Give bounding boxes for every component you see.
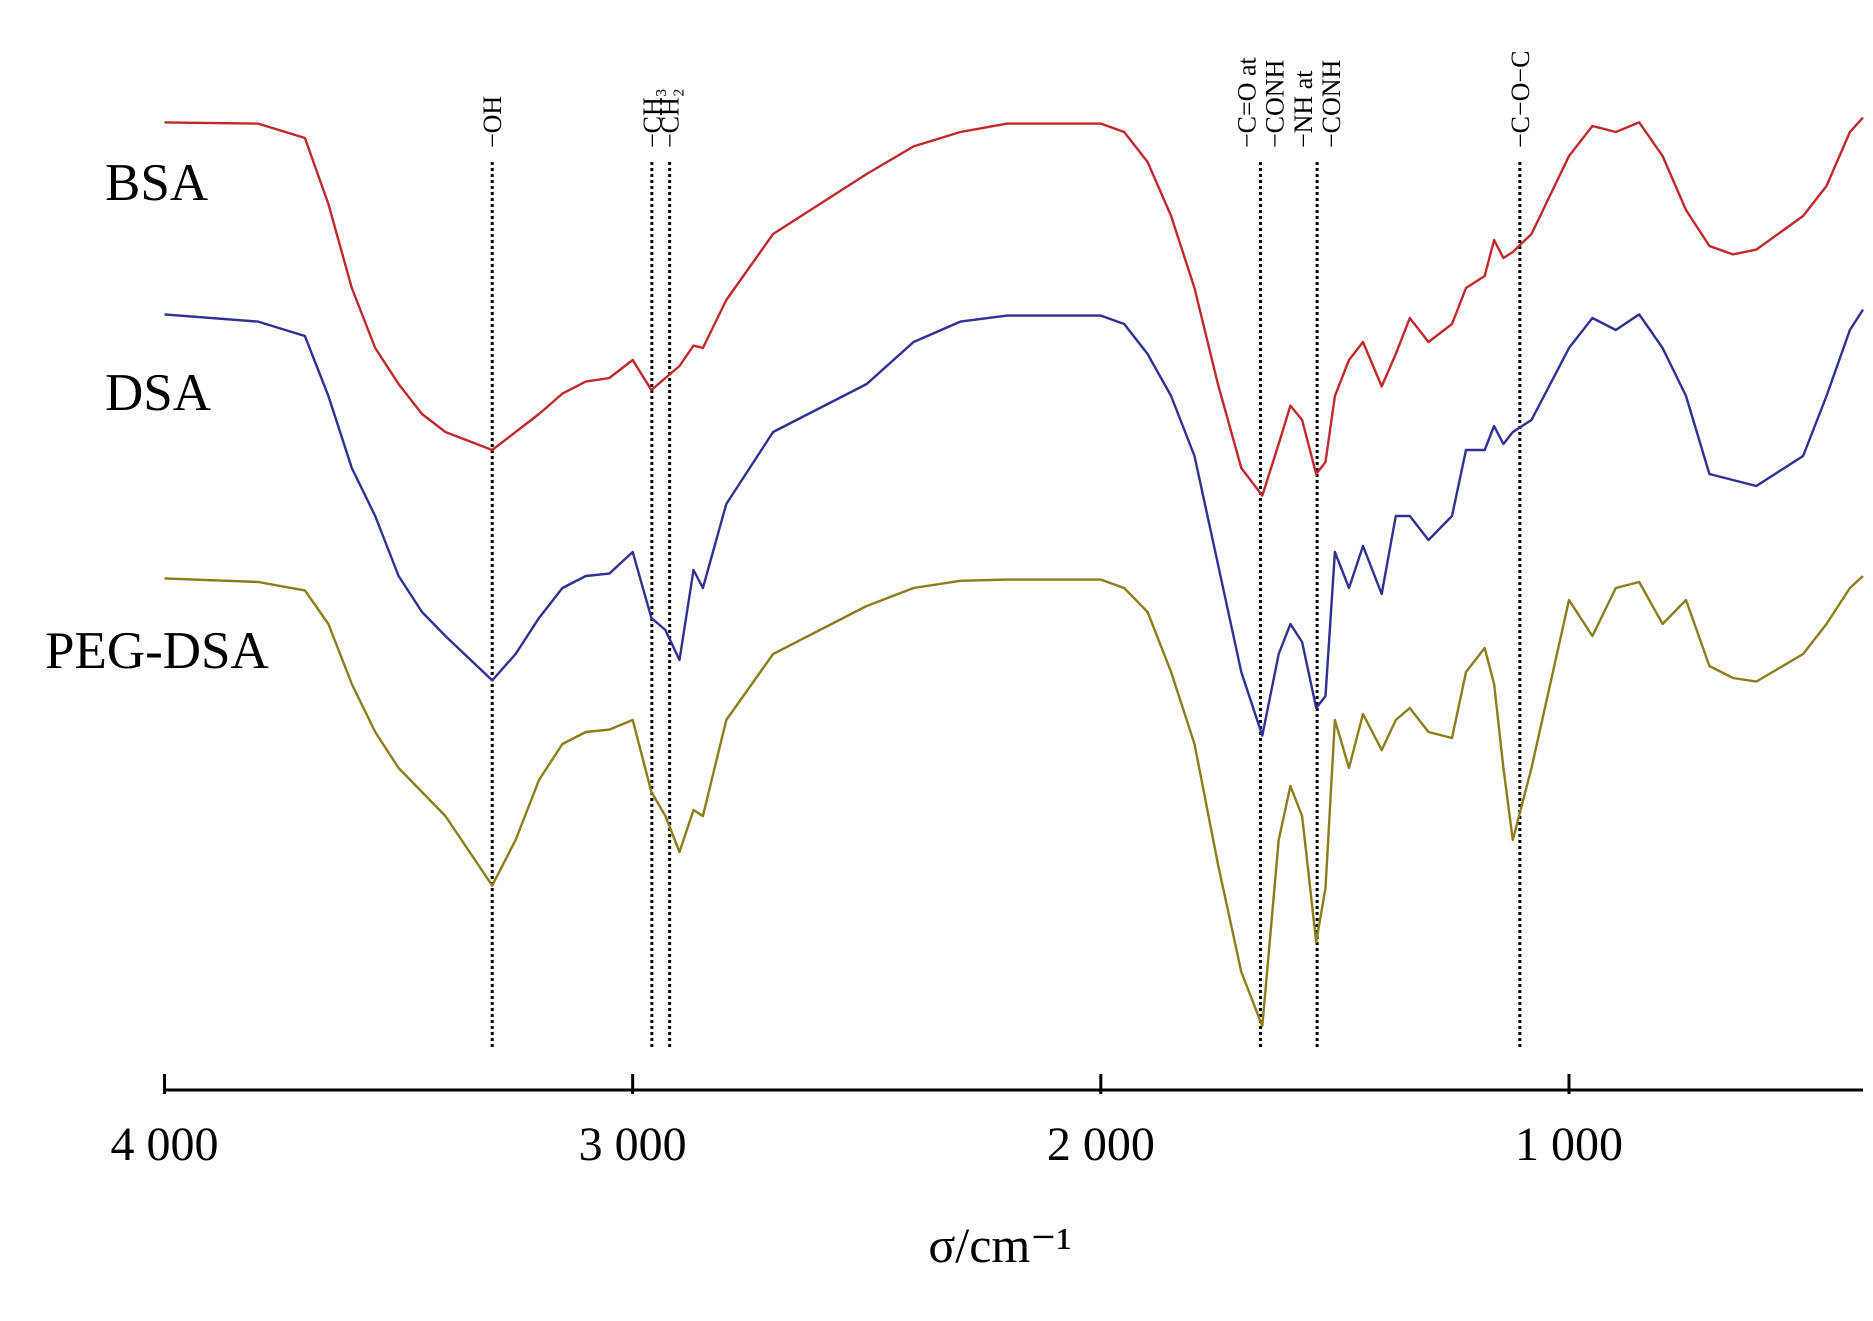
annotation-label: −NH at bbox=[1289, 70, 1318, 148]
x-axis-label: σ/cm⁻¹ bbox=[928, 1217, 1071, 1273]
annotation-label: −CONH bbox=[1317, 59, 1346, 148]
series-label: BSA bbox=[105, 154, 208, 212]
series-line bbox=[164, 308, 1865, 737]
annotation-label: −C−O−C bbox=[1506, 51, 1535, 148]
series-line bbox=[164, 116, 1864, 497]
x-tick-label: 3 000 bbox=[579, 1118, 687, 1171]
annotation-label: −OH bbox=[478, 96, 507, 148]
series-label: DSA bbox=[105, 364, 211, 422]
series-line bbox=[164, 575, 1864, 1028]
annotation-label: −C=O at bbox=[1232, 57, 1261, 148]
x-tick-label: 2 000 bbox=[1047, 1118, 1155, 1171]
annotation-label: −CONH bbox=[1260, 59, 1289, 148]
x-tick-label: 1 000 bbox=[1515, 1118, 1623, 1171]
annotation-label: −CH₂ bbox=[656, 88, 685, 148]
series-label: PEG-DSA bbox=[45, 622, 269, 680]
annotation-label: −CH₃ bbox=[638, 88, 667, 148]
x-tick-label: 4 000 bbox=[111, 1118, 219, 1171]
